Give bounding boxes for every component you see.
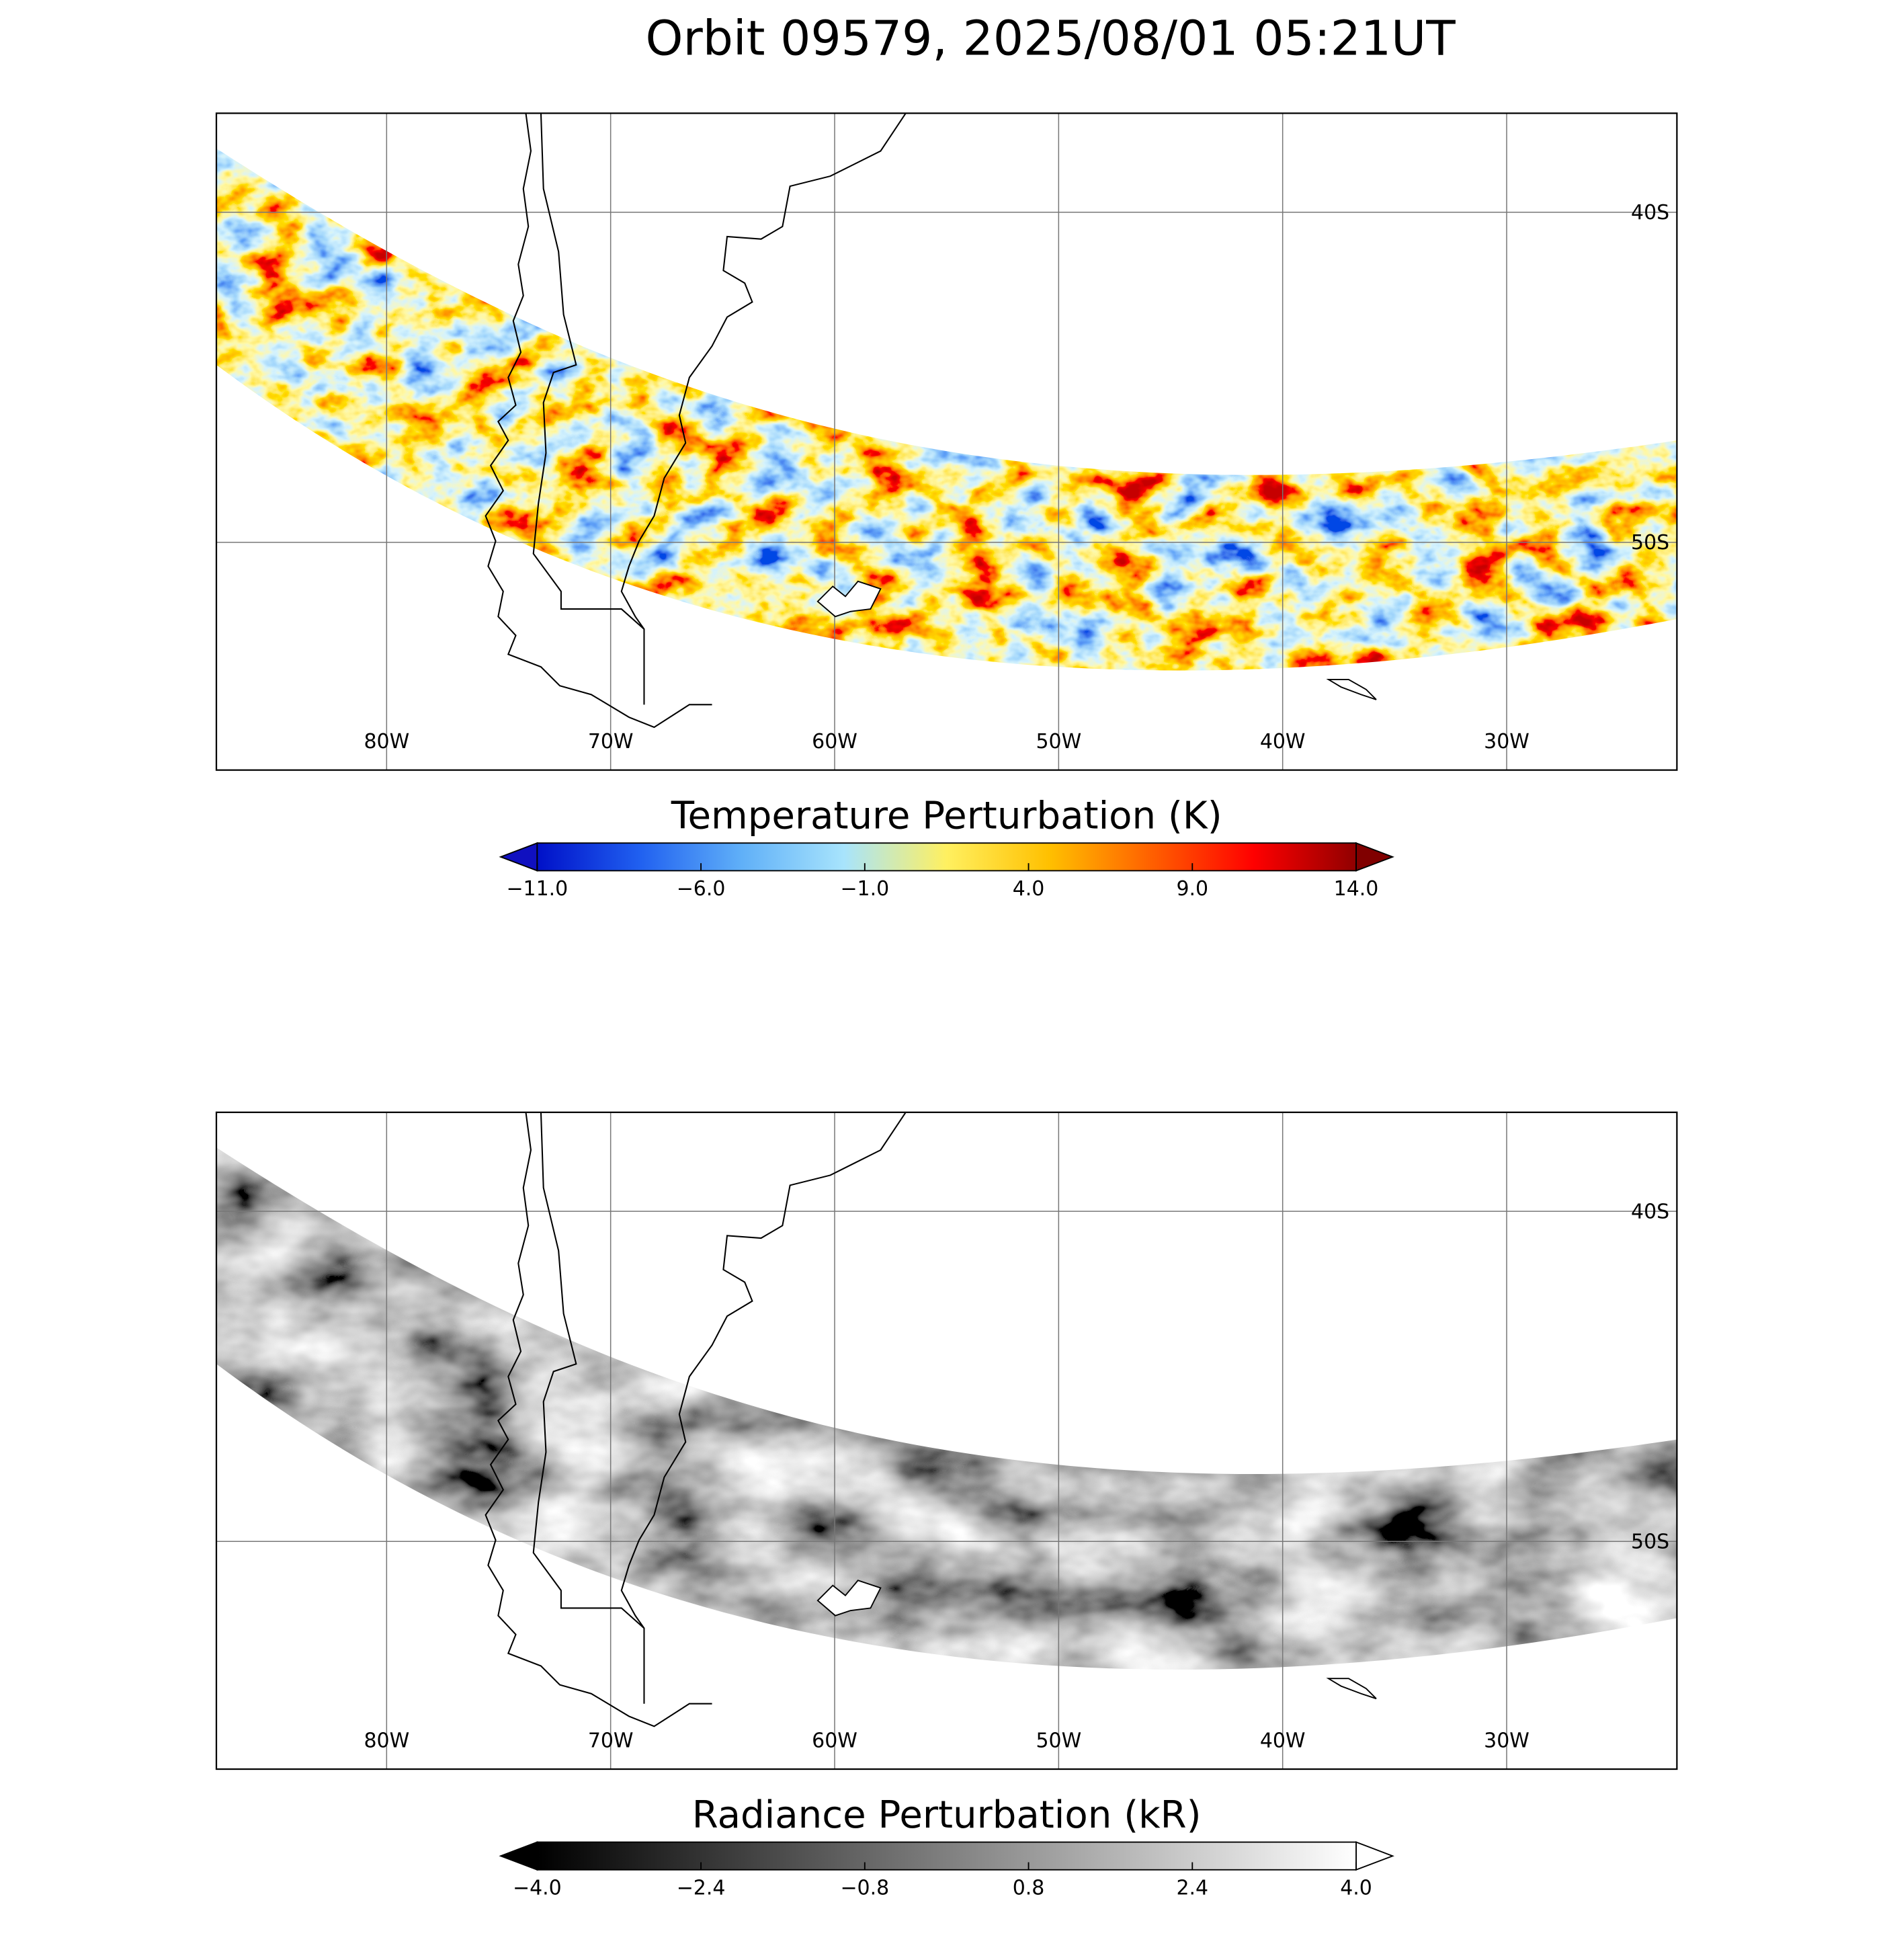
- x-tick-label: 70W: [588, 1729, 634, 1752]
- figure-title: Orbit 09579, 2025/08/01 05:21UT: [646, 10, 1456, 66]
- colorbar-extend: [499, 1841, 538, 1871]
- colorbar-tick-label: −6.0: [677, 877, 726, 901]
- colorbar-tick-label: −1.0: [840, 877, 889, 901]
- colorbar-extend: [1355, 842, 1394, 872]
- island: [816, 1580, 882, 1617]
- coastline: [485, 1112, 907, 1727]
- x-tick-label: 60W: [812, 1729, 857, 1752]
- island: [816, 580, 882, 618]
- colorbar-tick-label: 4.0: [1340, 1876, 1372, 1900]
- y-tick-label: 50S: [1631, 1530, 1669, 1554]
- island: [1326, 678, 1377, 700]
- colorbar-tick-label: 4.0: [1013, 877, 1045, 901]
- colorbar-tick-label: 2.4: [1176, 1876, 1208, 1900]
- x-tick-label: 80W: [364, 730, 409, 753]
- map-panel: 80W 70W 60W 50W 40W 30W 40S 50S Radiance Perturb…: [215, 1111, 1678, 1900]
- colorbar: [536, 1841, 1357, 1871]
- coastline: [485, 112, 907, 729]
- y-tick-label: 40S: [1631, 201, 1669, 224]
- x-tick-label: 30W: [1484, 730, 1529, 753]
- colorbar-tick-label: −0.8: [840, 1876, 889, 1900]
- map-panel: 80W 70W 60W 50W 40W 30W 40S 50S Temperature Pert…: [215, 112, 1678, 901]
- y-tick-label: 50S: [1631, 531, 1669, 555]
- map-frame: [215, 112, 1678, 771]
- colorbar-extend: [1355, 1841, 1394, 1871]
- colorbar: [536, 842, 1357, 872]
- x-tick-label: 80W: [364, 1729, 409, 1752]
- x-tick-label: 70W: [588, 730, 634, 753]
- x-tick-label: 40W: [1260, 730, 1306, 753]
- colorbar-tick-label: 9.0: [1176, 877, 1208, 901]
- x-tick-label: 40W: [1260, 1729, 1306, 1752]
- island: [1326, 1678, 1377, 1700]
- x-tick-label: 50W: [1036, 1729, 1081, 1752]
- colorbar-label: Temperature Perturbation (K): [671, 794, 1222, 838]
- colorbar-tick-label: 0.8: [1013, 1876, 1045, 1900]
- y-tick-label: 40S: [1631, 1200, 1669, 1224]
- colorbar-tick-label: −4.0: [513, 1876, 562, 1900]
- x-tick-label: 30W: [1484, 1729, 1529, 1752]
- colorbar-tick-label: −2.4: [677, 1876, 726, 1900]
- colorbar-label: Radiance Perturbation (kR): [692, 1793, 1202, 1837]
- colorbar-tick-label: −11.0: [506, 877, 568, 901]
- map-frame: [215, 1111, 1678, 1770]
- colorbar-tick-label: 14.0: [1334, 877, 1379, 901]
- colorbar-extend: [499, 842, 538, 872]
- x-tick-label: 50W: [1036, 730, 1081, 753]
- x-tick-label: 60W: [812, 730, 857, 753]
